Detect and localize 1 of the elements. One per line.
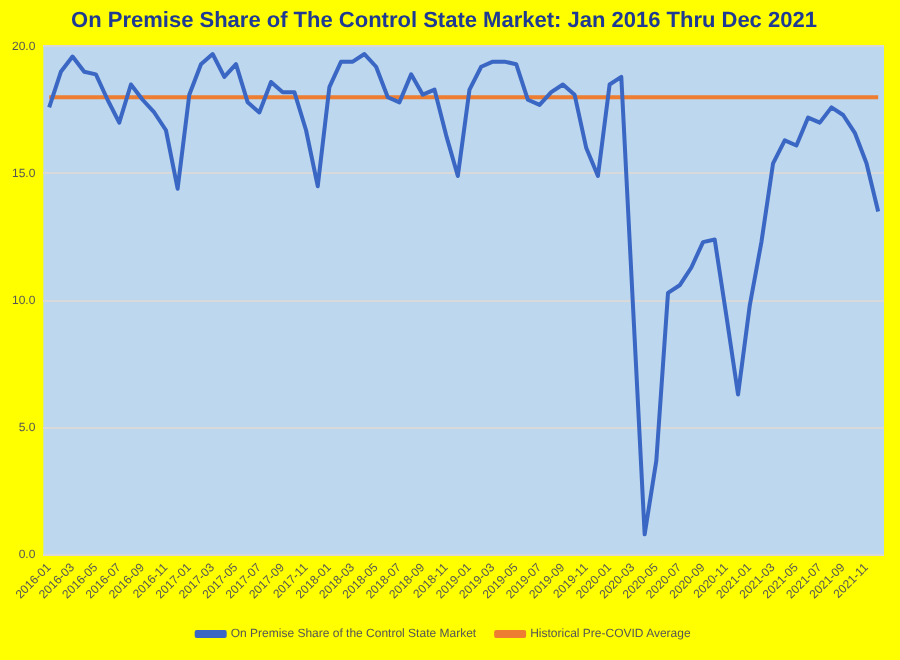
chart-title: On Premise Share of The Control State Market: Jan 2016 Thru Dec 2021 bbox=[71, 9, 817, 34]
